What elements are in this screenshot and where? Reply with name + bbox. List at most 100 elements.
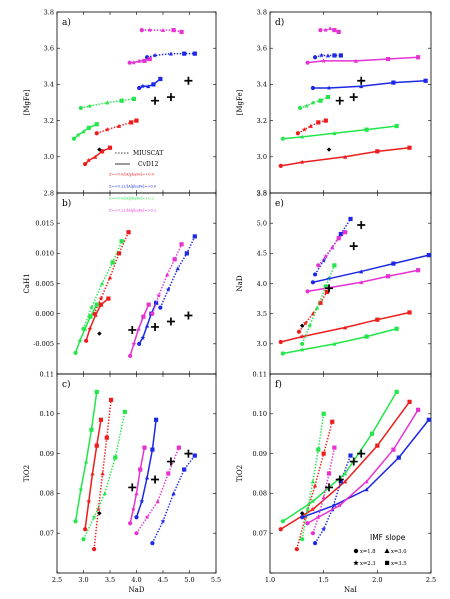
data-point-red xyxy=(100,471,105,476)
legend-entry-0: Z=+0.0/[AlphaFe]=+0.0 xyxy=(109,173,155,177)
data-point-magenta xyxy=(332,28,337,33)
data-point-green xyxy=(280,136,285,141)
data-point-blue xyxy=(145,323,150,328)
data-point-green xyxy=(78,486,84,492)
data-point-magenta xyxy=(142,445,147,450)
data-point-red xyxy=(343,479,348,484)
observed-cross-point xyxy=(325,284,334,293)
y-tick-label: 3.0 xyxy=(44,153,54,161)
observed-cross-point xyxy=(349,457,358,466)
data-point-green xyxy=(71,136,77,141)
data-point-blue xyxy=(192,234,197,239)
data-point-magenta xyxy=(127,60,132,65)
data-point-green xyxy=(300,537,305,542)
data-point-blue xyxy=(332,53,337,58)
data-point-green xyxy=(102,491,107,496)
y-tick-label: 3.6 xyxy=(44,45,54,53)
data-point-magenta xyxy=(179,242,184,247)
data-point-magenta xyxy=(316,263,321,268)
data-point-magenta xyxy=(391,447,396,452)
data-point-magenta xyxy=(131,341,137,346)
imf-label-square: x=3.5 xyxy=(391,561,407,567)
series-line-magenta-dotted xyxy=(135,447,180,534)
panel-e-ylabel: NaD xyxy=(236,275,244,291)
data-point-magenta xyxy=(172,257,177,262)
panel-c-ylabel: TiO2 xyxy=(23,465,31,482)
data-point-red xyxy=(310,311,316,316)
data-point-red xyxy=(316,120,321,125)
panel-f-xlabel: NaI xyxy=(344,586,357,594)
data-point-red xyxy=(134,118,139,123)
data-point-red xyxy=(310,506,316,512)
data-point-blue xyxy=(426,253,431,258)
data-point-blue xyxy=(184,251,189,256)
data-point-red xyxy=(87,326,93,331)
data-point-blue xyxy=(391,80,396,85)
observed-cross-point xyxy=(184,76,193,85)
observed-cross-point xyxy=(151,475,160,484)
data-point-red xyxy=(296,329,302,334)
data-point-red xyxy=(321,451,326,456)
observed-diamond-point xyxy=(97,147,102,152)
data-point-green xyxy=(105,100,110,105)
data-point-green xyxy=(304,103,309,109)
data-point-red xyxy=(299,333,305,339)
data-point-magenta xyxy=(353,58,358,63)
data-point-magenta xyxy=(137,58,142,63)
series-line-green-dotted xyxy=(82,411,126,540)
data-point-red xyxy=(375,443,380,448)
data-point-green xyxy=(299,134,305,140)
data-point-blue xyxy=(137,341,142,346)
panel-c-xlabel: NaD xyxy=(129,586,145,594)
x-tick-label: 1.0 xyxy=(265,576,275,584)
data-point-blue xyxy=(326,85,332,91)
y-tick-label: 3.0 xyxy=(257,340,267,348)
data-point-blue xyxy=(146,84,151,89)
data-point-magenta xyxy=(176,445,181,450)
panel-c-label: c) xyxy=(62,379,71,390)
data-point-red xyxy=(343,325,348,330)
y-tick-label: 0.07 xyxy=(253,530,267,538)
y-tick-label: 0.10 xyxy=(253,410,267,418)
data-point-red xyxy=(324,289,329,295)
data-point-magenta xyxy=(305,289,310,294)
x-tick-label: 3.5 xyxy=(105,576,115,584)
data-point-green xyxy=(343,471,348,476)
data-point-magenta xyxy=(131,60,137,65)
data-point-red xyxy=(295,131,301,136)
data-point-red xyxy=(299,159,305,165)
y-tick-label: 3.8 xyxy=(44,8,54,16)
data-point-blue xyxy=(152,52,158,58)
data-point-magenta xyxy=(336,29,341,35)
x-tick-label: 2.5 xyxy=(52,576,62,584)
data-point-green xyxy=(94,122,99,127)
data-point-blue xyxy=(182,467,187,472)
data-point-blue xyxy=(364,487,369,492)
data-point-blue xyxy=(310,280,316,285)
observed-cross-point xyxy=(335,475,344,484)
data-point-green xyxy=(119,239,124,244)
data-point-blue xyxy=(160,518,166,524)
data-point-green xyxy=(88,305,94,310)
data-point-magenta xyxy=(323,27,329,33)
data-point-green xyxy=(280,351,285,356)
y-tick-label: 3.5 xyxy=(257,310,267,318)
data-point-red xyxy=(104,127,110,132)
observed-cross-point xyxy=(357,76,366,85)
data-point-blue xyxy=(137,85,142,91)
data-point-blue xyxy=(192,51,197,56)
legend-entry-3: Z=+0.22/[AlphaFe]=+0.2 xyxy=(109,209,156,213)
imf-label-triangle: x=3.0 xyxy=(391,549,407,555)
y-tick-label: 3.4 xyxy=(257,81,267,89)
data-point-magenta xyxy=(165,272,170,277)
data-point-green xyxy=(310,498,316,504)
data-point-red xyxy=(318,300,323,305)
x-tick-label: 4.0 xyxy=(131,576,141,584)
data-point-magenta xyxy=(128,353,133,358)
data-point-magenta xyxy=(305,60,310,65)
line-style-legend: MIUSCAT CvD12 Z=+0.0/[AlphaFe]=+0.0 Z=+0… xyxy=(109,150,163,213)
panel-e: 3.0 3.5 4.0 4.5 5.0 5.5 e) NaD xyxy=(236,189,432,375)
data-point-blue xyxy=(423,78,428,83)
y-tick-label: 3.2 xyxy=(257,117,267,125)
